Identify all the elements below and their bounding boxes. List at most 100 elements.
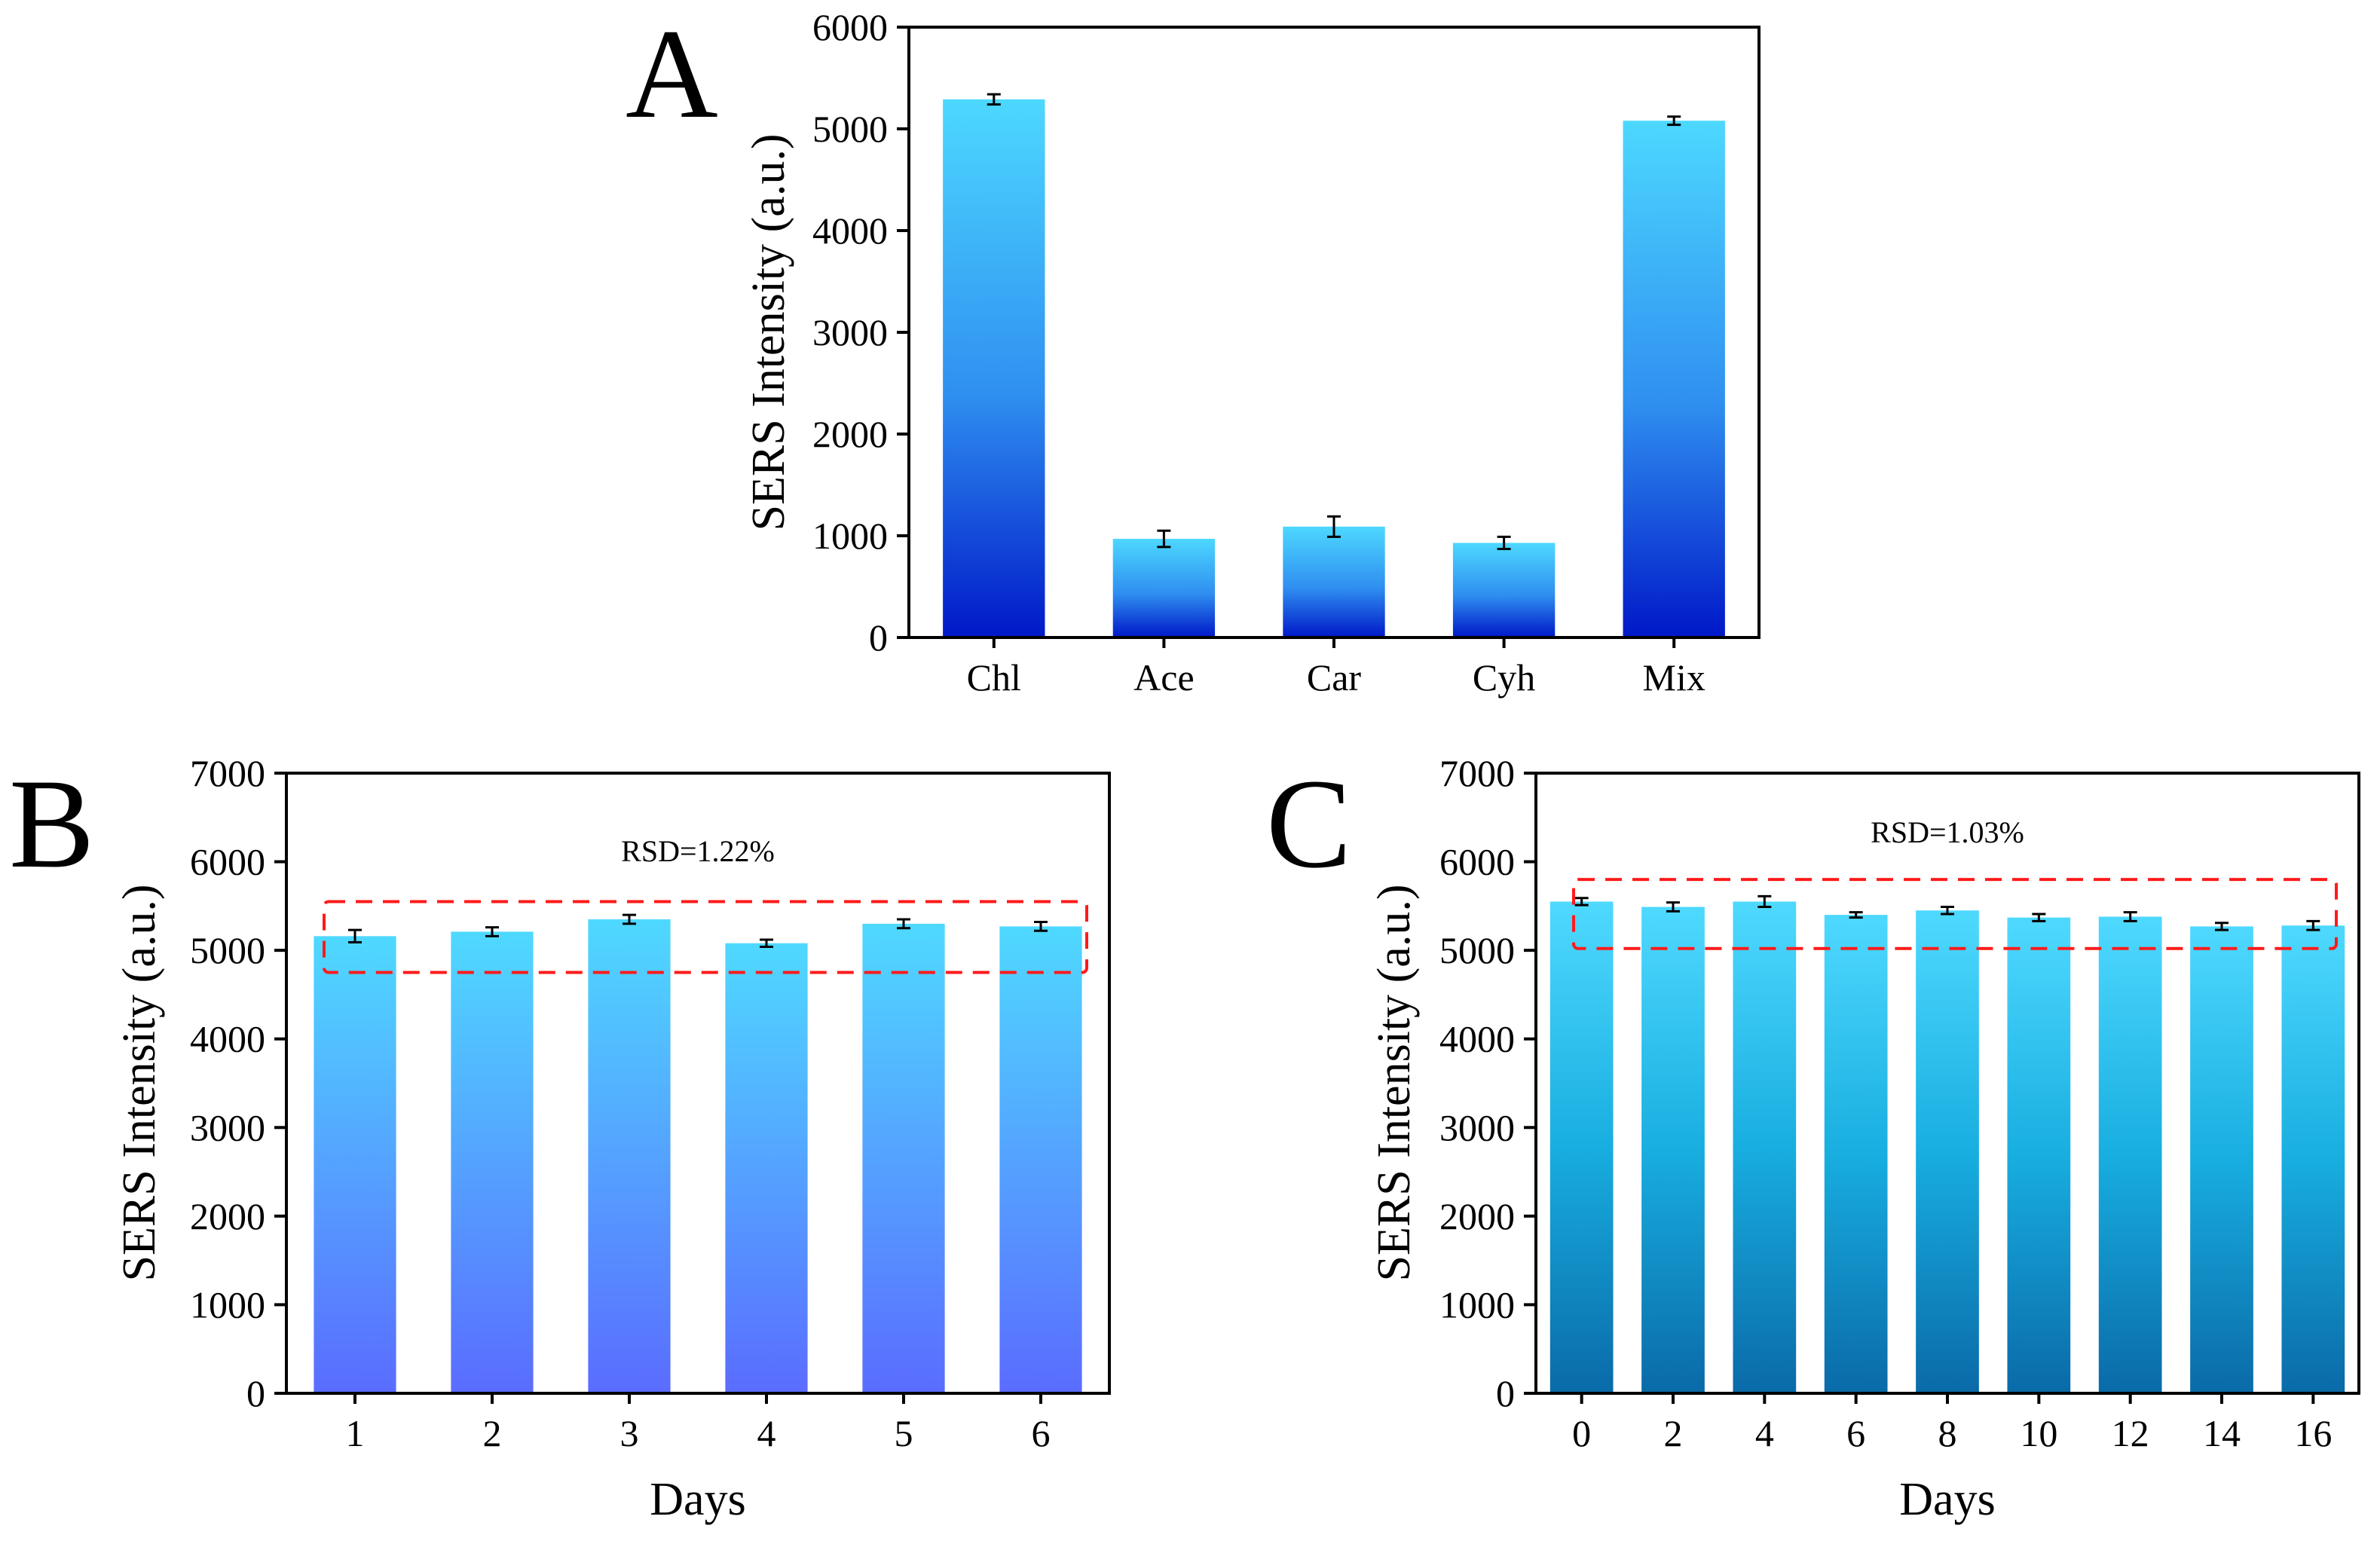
error-bar [2032, 913, 2046, 922]
rsd-band [323, 900, 1088, 974]
y-tick-label: 2000 [1439, 1195, 1515, 1237]
y-tick-label: 4000 [1439, 1018, 1515, 1060]
plot-frame [285, 772, 1111, 1395]
x-tick-label: Cyh [1473, 656, 1535, 699]
y-tick-label: 7000 [1439, 752, 1515, 794]
error-bar [1574, 897, 1589, 907]
x-tick-label: 5 [895, 1412, 913, 1454]
bar-mix [1623, 121, 1725, 637]
y-axis-title: SERS Intensity (a.u.) [1369, 885, 1420, 1282]
x-tick-label: 3 [620, 1412, 639, 1454]
y-tick-label: 3000 [190, 1106, 265, 1148]
x-tick-label: Car [1307, 656, 1362, 699]
bar-4 [1733, 901, 1797, 1393]
y-tick-label: 1000 [1439, 1283, 1515, 1325]
x-tick-label: 1 [346, 1412, 365, 1454]
bar-6 [1824, 915, 1888, 1393]
bar-14 [2190, 926, 2253, 1393]
error-bar [1757, 894, 1772, 909]
error-bar [760, 938, 773, 948]
panel-c: C 0 2 4 6 8 10 12 14 16 0 1000 2000 3000 4000 5000 6000 7… [1266, 752, 2360, 1525]
panel-b: B 1 2 3 4 5 6 0 1000 2000 3000 4000 5000 6000 7000 SERS… [9, 752, 1111, 1525]
error-bar [2306, 919, 2320, 931]
panel-letter: B [9, 753, 94, 894]
error-bar [2123, 911, 2137, 922]
y-tick-label: 0 [1496, 1372, 1515, 1414]
error-bar [623, 913, 636, 925]
x-tick-label: 2 [483, 1412, 502, 1454]
error-bar [1666, 901, 1680, 913]
y-tick-label: 0 [869, 616, 888, 659]
y-tick-label: 1000 [812, 515, 888, 557]
y-tick-label: 5000 [812, 108, 888, 150]
error-bar [1157, 529, 1171, 549]
error-bar [1941, 906, 1954, 916]
x-tick-label: Mix [1643, 656, 1705, 699]
rsd-annotation: RSD=1.22% [621, 834, 775, 868]
bar-8 [1916, 910, 1979, 1393]
y-tick-label: 5000 [190, 929, 265, 971]
y-tick-label: 6000 [812, 6, 888, 48]
x-tick-label: Ace [1133, 656, 1195, 699]
x-tick-label: Chl [967, 656, 1021, 699]
plot-frame [907, 26, 1761, 639]
y-tick-label: 3000 [1439, 1106, 1515, 1148]
error-bar [1034, 921, 1048, 932]
error-bar [987, 93, 1001, 106]
y-axis-title: SERS Intensity (a.u.) [743, 134, 794, 531]
error-bar [897, 918, 910, 930]
bar-1 [314, 936, 396, 1393]
error-bar [485, 926, 499, 937]
x-tick-label: 0 [1572, 1412, 1591, 1454]
x-axis-title: Days [650, 1474, 745, 1525]
bar-3 [588, 919, 671, 1393]
y-tick-label: 2000 [190, 1195, 265, 1237]
x-tick-label: 14 [2203, 1412, 2241, 1454]
bar-10 [2007, 917, 2071, 1393]
bar-cyh [1452, 543, 1556, 637]
y-tick-label: 7000 [190, 752, 265, 794]
error-bar [348, 928, 362, 944]
bar-ace [1112, 539, 1216, 637]
bar-4 [725, 943, 808, 1393]
bar-6 [999, 926, 1082, 1393]
x-tick-label: 16 [2294, 1412, 2332, 1454]
x-tick-label: 4 [757, 1412, 776, 1454]
panel-letter: A [626, 3, 718, 145]
rsd-band [1572, 878, 2338, 950]
bar-12 [2098, 916, 2162, 1393]
x-tick-label: 4 [1755, 1412, 1774, 1454]
y-tick-label: 0 [246, 1372, 265, 1414]
x-tick-label: 8 [1938, 1412, 1957, 1454]
bar-0 [1549, 901, 1614, 1393]
bar-2 [1641, 907, 1705, 1393]
bar-16 [2281, 925, 2345, 1393]
y-axis-title: SERS Intensity (a.u.) [114, 885, 165, 1282]
y-tick-label: 6000 [190, 841, 265, 883]
x-tick-label: 6 [1032, 1412, 1051, 1454]
error-bar [1849, 911, 1863, 919]
rsd-annotation: RSD=1.03% [1871, 815, 2024, 849]
x-tick-label: 10 [2020, 1412, 2057, 1454]
bar-car [1283, 526, 1385, 637]
y-tick-label: 5000 [1439, 929, 1515, 971]
x-axis-title: Days [1899, 1474, 1995, 1525]
bar-5 [862, 923, 945, 1393]
y-tick-label: 3000 [812, 311, 888, 353]
x-tick-label: 6 [1846, 1412, 1865, 1454]
bar-2 [451, 931, 534, 1393]
panel-a: A Chl Ace Car Cyh Mix 0 1000 2000 3000 4000 5000 600… [626, 3, 1761, 699]
bar-chl [943, 99, 1045, 638]
error-bar [2215, 922, 2229, 931]
panel-letter: C [1266, 753, 1351, 894]
y-tick-label: 4000 [190, 1018, 265, 1060]
plot-frame [1534, 772, 2360, 1395]
x-tick-label: 2 [1664, 1412, 1683, 1454]
error-bar [1667, 115, 1681, 127]
y-tick-label: 1000 [190, 1283, 265, 1325]
x-tick-label: 12 [2112, 1412, 2149, 1454]
y-tick-label: 2000 [812, 413, 888, 455]
y-tick-label: 6000 [1439, 841, 1515, 883]
error-bar [1497, 535, 1511, 551]
